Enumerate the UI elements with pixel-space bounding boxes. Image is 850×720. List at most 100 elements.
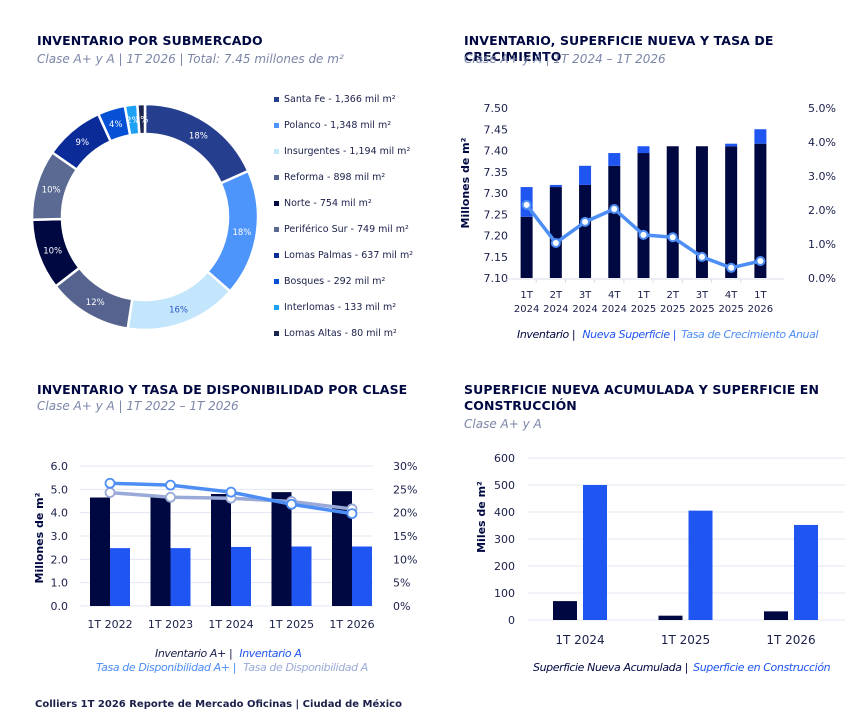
bar-inventario-aplus <box>332 491 352 606</box>
bar-inventario <box>637 153 650 278</box>
y-tick-label: 7.15 <box>484 251 509 264</box>
x-tick-label: 2026 <box>748 304 773 315</box>
x-tick-label: 1T 2026 <box>329 618 374 631</box>
point-tasa-crecimiento <box>726 262 737 273</box>
x-tick-label: 2025 <box>660 304 685 315</box>
y2-tick-label: 20% <box>393 507 417 520</box>
bar-inventario-aplus <box>271 492 292 606</box>
legend-tasa-aplus: Tasa de Disponibilidad A+ | <box>96 661 237 674</box>
point-tasa-disponibilidad-aplus <box>346 508 358 519</box>
availability-legend-row2: Tasa de Disponibilidad A+ | Tasa de Disp… <box>96 661 368 674</box>
donut-chart: 18% 18% 16% 12% 10% 10% 9% 4% 2%1% <box>30 102 260 332</box>
point-tasa-disponibilidad-a <box>104 487 116 498</box>
donut-legend-item: Norte - 754 mil m² <box>274 198 372 209</box>
x-tick-label: 4T <box>725 290 738 301</box>
y-tick-label: 1.0 <box>51 577 69 590</box>
x-tick-label: 3T <box>579 290 592 301</box>
footer-text: Colliers 1T 2026 Reporte de Mercado Ofic… <box>35 699 402 710</box>
legend-inventario: Inventario | <box>517 328 576 341</box>
y-tick-label: 3.0 <box>51 530 69 543</box>
bar-inventario-a <box>110 548 130 606</box>
bar-superficie-construccion <box>794 524 818 620</box>
donut-slice-label: 4% <box>109 120 123 130</box>
bar-inventario <box>754 143 767 278</box>
legend-superficie-nueva: Superficie Nueva Acumulada | <box>533 661 688 674</box>
donut-slice <box>126 269 232 332</box>
y2-tick-label: 25% <box>393 483 417 496</box>
legend-label: Lomas Altas - 80 mil m² <box>284 328 397 339</box>
point-tasa-crecimiento <box>580 216 591 227</box>
bar-nueva-superficie <box>608 153 621 166</box>
donut-slice-label: 18% <box>189 131 208 141</box>
x-tick-label: 1T <box>520 290 533 301</box>
legend-label: Bosques - 292 mil m² <box>284 276 386 287</box>
y-tick-label: 400 <box>494 506 515 519</box>
construction-subtitle: Clase A+ y A <box>464 417 542 431</box>
growth-title: INVENTARIO, SUPERFICIE NUEVA Y TASA DE C… <box>464 33 774 64</box>
bar-inventario-a <box>231 546 251 606</box>
bar-inventario <box>725 146 738 278</box>
x-tick-label: 1T 2026 <box>766 633 815 647</box>
donut-slice <box>143 102 250 185</box>
y-axis-label: Millones de m² <box>33 492 46 583</box>
y2-tick-label: 30% <box>393 460 417 473</box>
legend-tasa-a: Tasa de Disponibilidad A <box>243 661 368 674</box>
x-tick-label: 1T <box>754 290 767 301</box>
legend-nueva-superficie: Nueva Superficie | <box>582 328 677 341</box>
legend-inventario-aplus: Inventario A+ | <box>155 647 233 660</box>
y2-tick-label: 0% <box>393 600 410 613</box>
y2-tick-label: 5% <box>393 577 410 590</box>
donut-slice-label: 9% <box>76 138 90 148</box>
legend-swatch <box>274 305 279 310</box>
growth-legend: Inventario | Nueva Superficie | Tasa de … <box>517 328 819 341</box>
point-tasa-crecimiento <box>667 232 678 243</box>
y-tick-label: 7.50 <box>484 102 509 115</box>
x-tick-label: 2024 <box>572 304 597 315</box>
growth-chart: 7.50 7.45 7.40 7.35 7.30 7.25 7.20 7.15 7.10 5.0%… <box>459 102 836 315</box>
legend-swatch <box>274 123 279 128</box>
donut-legend-item: Bosques - 292 mil m² <box>274 276 385 287</box>
y-tick-label: 4.0 <box>51 507 69 520</box>
legend-label: Reforma - 898 mil m² <box>284 172 386 183</box>
y-tick-label: 5.0 <box>51 483 69 496</box>
bar-inventario <box>608 165 621 278</box>
point-tasa-crecimiento <box>609 203 620 214</box>
y-tick-label: 7.40 <box>484 145 509 158</box>
donut-legend-item: Santa Fe - 1,366 mil m² <box>274 94 396 105</box>
y-axis-label: Miles de m² <box>475 481 488 553</box>
point-tasa-crecimiento <box>521 199 532 210</box>
availability-title: INVENTARIO Y TASA DE DISPONIBILIDAD POR … <box>37 382 408 397</box>
y-tick-label: 7.35 <box>484 166 509 179</box>
y-tick-label: 600 <box>494 452 515 465</box>
availability-subtitle: Clase A+ y A | 1T 2022 – 1T 2026 <box>37 399 239 413</box>
point-tasa-crecimiento <box>755 256 766 266</box>
bar-superficie-nueva <box>658 615 683 620</box>
y-tick-label: 7.30 <box>484 187 509 200</box>
legend-label: Norte - 754 mil m² <box>284 198 372 209</box>
bar-nueva-superficie <box>725 143 738 147</box>
donut-legend-item: Reforma - 898 mil m² <box>274 172 385 183</box>
legend-swatch <box>274 175 279 180</box>
y-tick-label: 300 <box>494 533 515 546</box>
point-tasa-disponibilidad-aplus <box>104 477 116 489</box>
bar-superficie-nueva <box>764 611 788 620</box>
y-tick-label: 100 <box>494 587 515 600</box>
y-tick-label: 500 <box>494 479 515 492</box>
construction-title-line1: SUPERFICIE NUEVA ACUMULADA Y SUPERFICIE … <box>464 382 819 397</box>
donut-legend-item: Interlomas - 133 mil m² <box>274 302 396 313</box>
y2-tick-label: 1.0% <box>808 238 836 251</box>
x-tick-label: 2T <box>550 290 563 301</box>
y-tick-label: 6.0 <box>51 460 69 473</box>
legend-swatch <box>274 97 279 102</box>
bar-nueva-superficie <box>549 184 562 188</box>
y2-tick-label: 10% <box>393 553 417 566</box>
y2-tick-label: 5.0% <box>808 102 836 115</box>
y-tick-label: 7.20 <box>484 230 509 243</box>
legend-swatch <box>274 253 279 258</box>
donut-slice-label: 2% <box>126 116 140 126</box>
donut-slice <box>136 102 147 136</box>
y-tick-label: 2.0 <box>51 553 69 566</box>
construction-title-line2: CONSTRUCCIÓN <box>464 398 577 413</box>
y2-tick-label: 4.0% <box>808 136 836 149</box>
donut-title: INVENTARIO POR SUBMERCADO <box>37 33 263 48</box>
